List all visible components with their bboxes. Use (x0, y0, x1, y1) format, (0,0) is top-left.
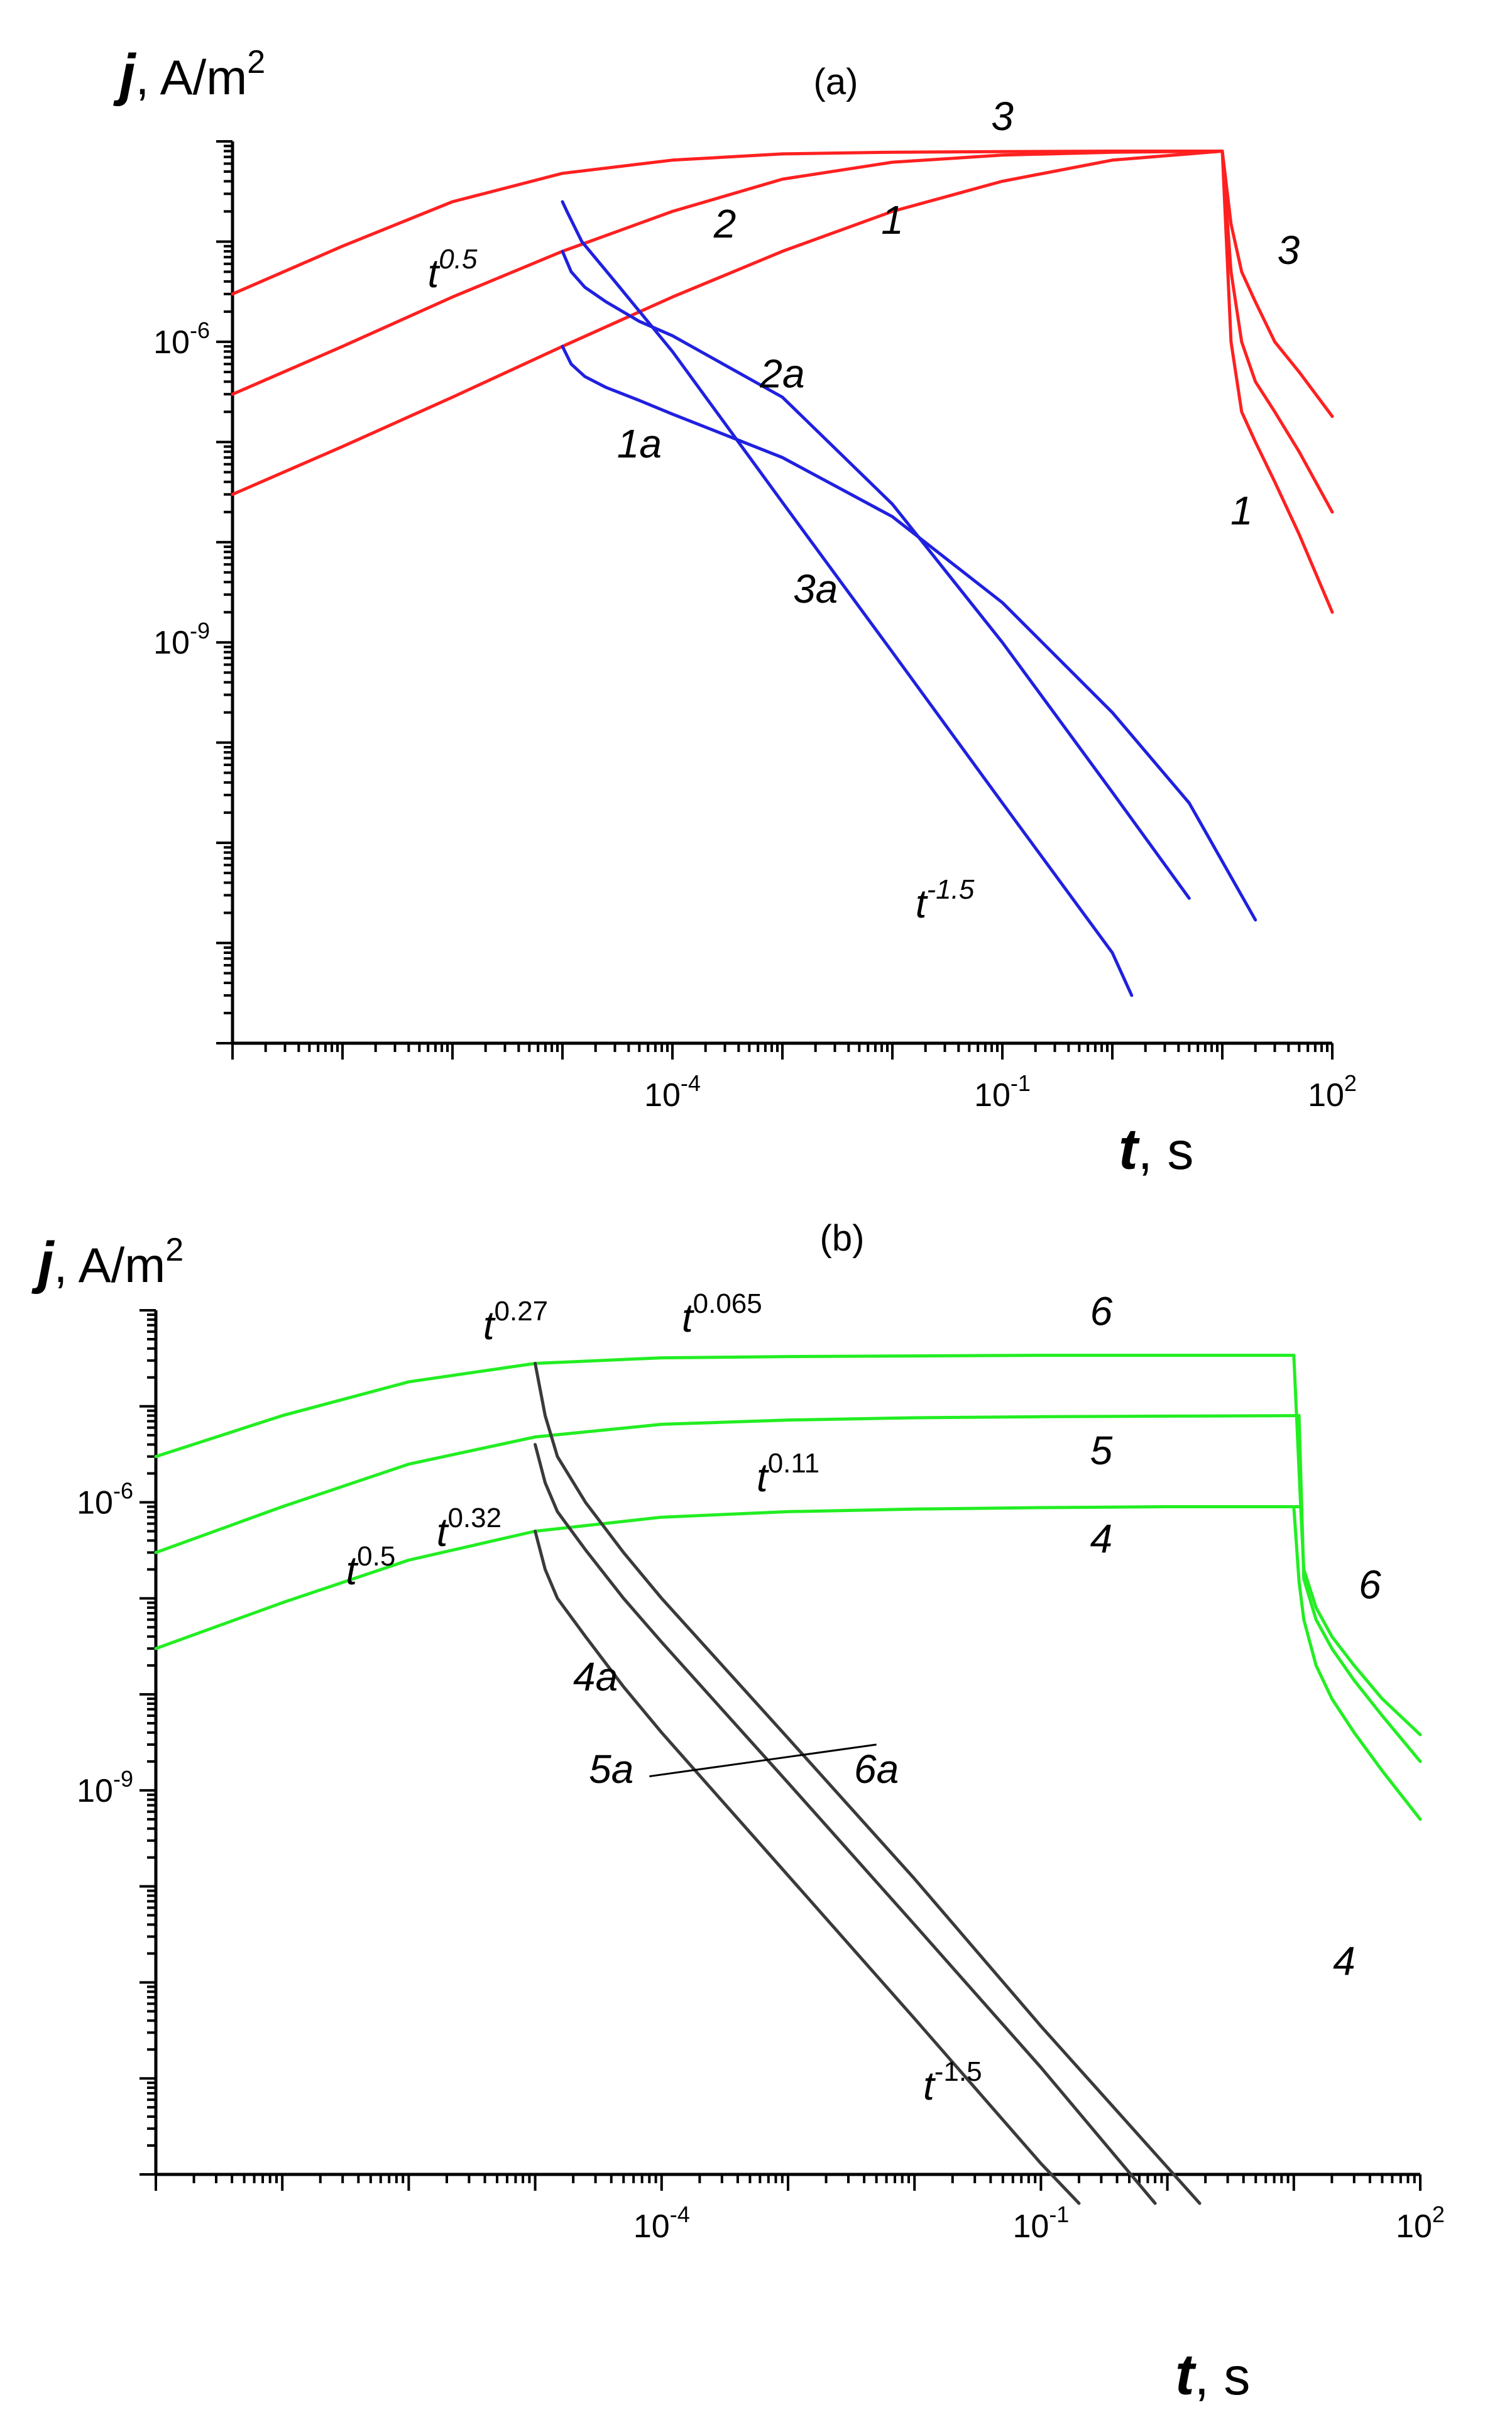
panel-a: 10-4 10-1 102 10-6 10-9 (a) j, A/m2 t, s t0.5 t-1… (113, 43, 1357, 1181)
panel-label: (b) (820, 1218, 865, 1259)
annotation-lab-a-3r: 3 (1278, 227, 1300, 273)
annotation-lab-b-5a: 5a (589, 1746, 633, 1792)
series-line-6-decay (1292, 1354, 1422, 1736)
series-line-1 (231, 150, 1224, 496)
panel-label: (a) (814, 62, 858, 102)
annotation-lab-a-3: 3 (991, 94, 1014, 139)
annotation-lab-a-2a: 2a (759, 351, 804, 397)
series-line-6 (154, 1354, 1296, 1459)
annotation-pow-a-05: t0.5 (428, 244, 478, 296)
panel-b: 10-4 10-1 102 10-6 10-9 (b) j, A/m2 t, s t0.5 t0.… (31, 1218, 1445, 2407)
annotation-lab-a-1r: 1 (1230, 488, 1253, 534)
annotation-lab-b-4: 4 (1090, 1516, 1113, 1561)
x-tick-label: 10-1 (1012, 2201, 1069, 2245)
annotation-pow-b-m15: t-1.5 (923, 2056, 982, 2108)
annotation-lab-b-6r: 6 (1359, 1562, 1381, 1607)
x-tick-label: 102 (1396, 2201, 1445, 2245)
x-axis-label: t, s (1175, 2343, 1250, 2407)
annotation-lab-b-6a: 6a (854, 1746, 899, 1792)
annotation-lab-a-3a: 3a (793, 566, 838, 611)
series-line-4-decay (1292, 1505, 1422, 1821)
series-line-2-decay (1220, 150, 1334, 514)
series-line-5a (534, 1443, 1157, 2205)
series-line-4 (154, 1505, 1301, 1650)
annotation-lab-a-1: 1 (881, 197, 904, 243)
x-tick-label: 10-4 (633, 2201, 690, 2245)
x-tick-label: 10-4 (644, 1070, 701, 1114)
label-pointer-line (649, 1743, 877, 1778)
annotation-pow-b-027: t0.27 (483, 1296, 548, 1348)
annotation-lab-b-5: 5 (1090, 1428, 1113, 1473)
y-axis-label: j, A/m2 (113, 43, 265, 107)
y-tick-label: 10-6 (153, 317, 210, 361)
y-tick-label: 10-9 (77, 1766, 133, 1809)
series-line-1-decay (1220, 150, 1334, 614)
annotation-lab-b-4r: 4 (1333, 1938, 1356, 1983)
x-tick-label: 102 (1308, 1070, 1357, 1114)
annotation-lab-a-2: 2 (713, 201, 737, 246)
series-line-2 (231, 150, 1224, 396)
series-line-2a (561, 249, 1191, 900)
annotation-pow-b-032: t0.32 (437, 1503, 501, 1555)
annotation-lab-b-4a: 4a (573, 1654, 618, 1699)
series-line-3 (231, 150, 1224, 296)
annotation-pow-a-m15: t-1.5 (916, 874, 975, 926)
annotation-pow-b-05: t0.5 (346, 1541, 395, 1593)
series-line-3a (561, 200, 1134, 997)
annotation-lab-a-1a: 1a (617, 421, 662, 466)
x-axis-label: t, s (1119, 1117, 1193, 1181)
y-axis-label: j, A/m2 (31, 1230, 184, 1295)
series-line-1a (561, 344, 1257, 922)
annotation-pow-b-0065: t0.065 (682, 1288, 762, 1340)
y-tick-label: 10-9 (153, 618, 210, 661)
annotation-lab-b-6: 6 (1090, 1289, 1113, 1334)
y-tick-label: 10-6 (77, 1478, 133, 1521)
series-line-6a (534, 1362, 1202, 2205)
series-line-5 (154, 1414, 1301, 1554)
annotation-pow-b-011: t0.11 (757, 1448, 819, 1500)
x-tick-label: 10-1 (974, 1070, 1031, 1114)
series-line-5-decay (1297, 1414, 1422, 1763)
series-line-3-decay (1220, 150, 1334, 419)
series-line-4a (534, 1530, 1081, 2205)
